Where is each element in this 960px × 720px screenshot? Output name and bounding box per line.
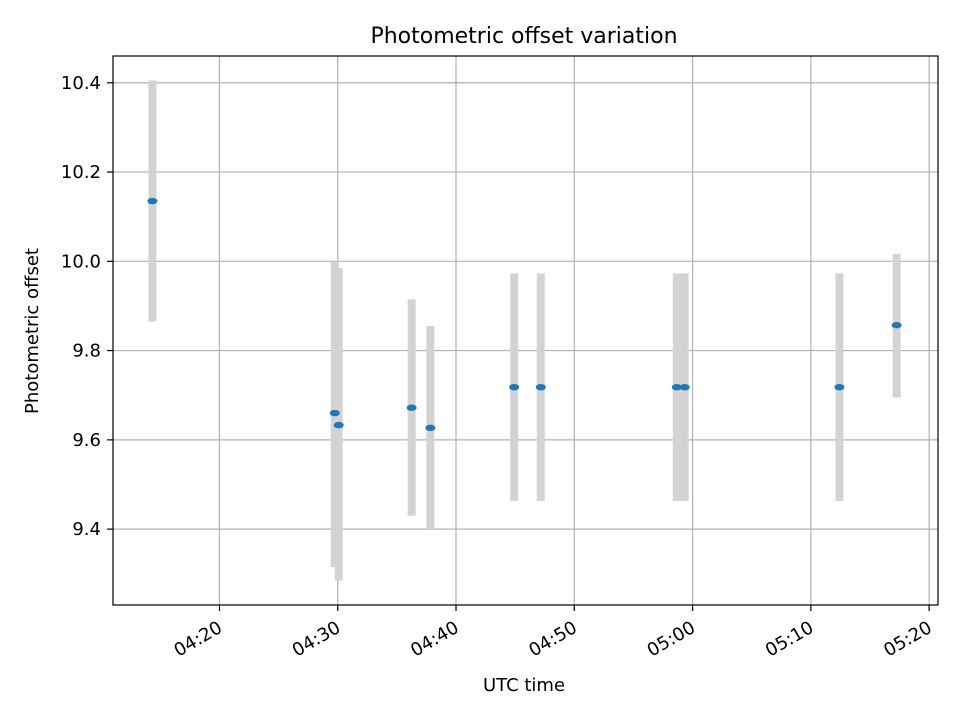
y-axis-label: Photometric offset <box>22 248 43 414</box>
data-point <box>406 404 417 411</box>
y-tick-label: 10.4 <box>61 73 101 94</box>
data-point <box>834 383 845 391</box>
data-point <box>535 383 546 391</box>
data-point <box>509 383 520 391</box>
data-point <box>671 383 682 391</box>
data-point <box>329 409 340 417</box>
data-point <box>679 383 690 391</box>
y-tick-label: 9.6 <box>72 430 101 451</box>
y-tick-label: 10.0 <box>61 251 101 272</box>
y-tick-label: 10.2 <box>61 162 101 183</box>
plot-frame <box>112 55 939 606</box>
data-point <box>425 424 436 432</box>
grid <box>113 56 938 605</box>
data-point <box>891 321 902 329</box>
data-points <box>147 197 902 432</box>
x-axis-label: UTC time <box>483 675 565 696</box>
data-point <box>333 421 344 429</box>
y-tick-label: 9.8 <box>72 341 101 362</box>
y-tick-label: 9.4 <box>72 519 101 540</box>
chart-title: Photometric offset variation <box>370 24 677 49</box>
data-point <box>147 197 158 205</box>
